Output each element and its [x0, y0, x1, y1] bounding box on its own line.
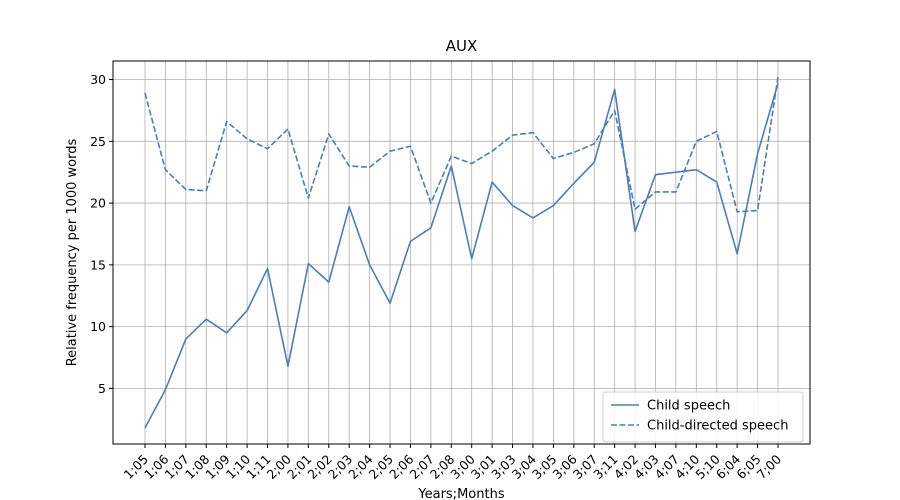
y-axis-title: Relative frequency per 1000 words	[65, 138, 80, 366]
series-line-child-speech	[144, 83, 779, 429]
legend: Child speech Child-directed speech	[602, 391, 804, 443]
grid	[113, 61, 810, 444]
x-tick-label: 7;00	[754, 451, 784, 481]
legend-label-child-directed-speech: Child-directed speech	[647, 419, 788, 434]
plot-frame	[112, 60, 811, 445]
y-tick-label: 30	[90, 72, 106, 87]
y-tick-label: 10	[90, 319, 106, 334]
x-axis-title: Years;Months	[417, 487, 504, 500]
series-line-child-directed-speech	[144, 76, 779, 213]
y-axis-ticks: 5 10 15 20 25 30	[90, 72, 113, 396]
series-layer	[144, 76, 779, 429]
y-tick-label: 5	[98, 381, 106, 396]
y-tick-label: 25	[90, 134, 106, 149]
x-axis-ticks: 1;051;061;071;081;091;101;112;002;012;02…	[121, 444, 784, 482]
y-tick-label: 15	[90, 257, 106, 272]
y-tick-label: 20	[90, 196, 106, 211]
legend-box	[602, 391, 804, 443]
legend-label-child-speech: Child speech	[647, 399, 730, 414]
chart-title: AUX	[446, 37, 478, 55]
